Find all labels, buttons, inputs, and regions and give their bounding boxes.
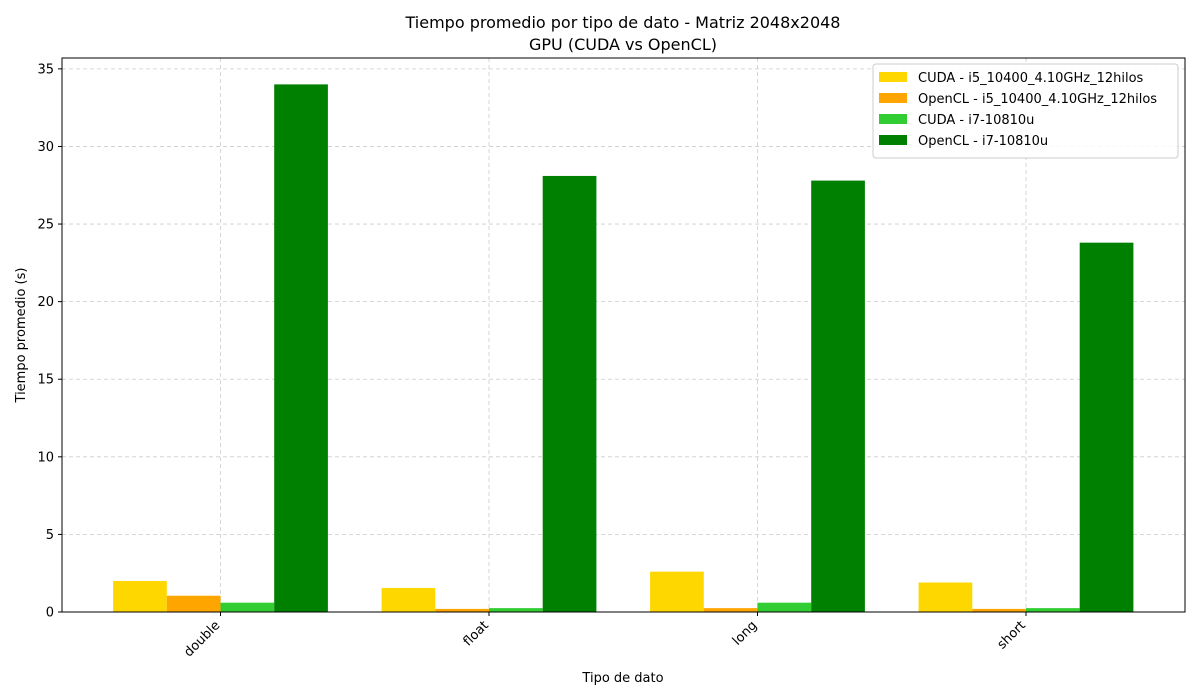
- x-axis-label: Tipo de dato: [581, 671, 663, 686]
- bar: [381, 587, 436, 612]
- bar: [1079, 242, 1134, 612]
- bar: [274, 84, 328, 612]
- legend-swatch: [879, 114, 907, 124]
- x-axis-ticks: double float long short: [181, 612, 1029, 660]
- bar: [757, 602, 812, 612]
- legend-swatch: [879, 135, 907, 145]
- legend-box: [872, 63, 1179, 159]
- y-tick-label: 15: [37, 373, 54, 388]
- bar: [1026, 608, 1080, 612]
- y-tick-label: 35: [37, 62, 54, 77]
- bar: [113, 580, 167, 612]
- bar: [435, 608, 489, 612]
- y-tick-label: 30: [37, 140, 54, 155]
- x-tick-label: float: [461, 618, 492, 649]
- y-tick-label: 5: [46, 528, 54, 543]
- chart-subtitle: GPU (CUDA vs OpenCL): [529, 35, 717, 54]
- y-tick-label: 10: [37, 450, 54, 465]
- plot-frame: [61, 57, 1186, 613]
- bar: [972, 608, 1026, 612]
- legend-label: OpenCL - i7-10810u: [918, 134, 1048, 149]
- y-tick-label: 25: [37, 218, 54, 233]
- bar: [703, 608, 758, 612]
- y-tick-label: 20: [37, 295, 54, 310]
- y-axis-ticks: 0 5 10 15 20 25 30 35: [37, 62, 62, 621]
- legend-swatch: [879, 72, 907, 82]
- bar: [811, 180, 865, 612]
- legend-label: CUDA - i7-10810u: [918, 113, 1034, 128]
- y-tick-label: 0: [46, 606, 54, 621]
- legend-label: CUDA - i5_10400_4.10GHz_12hilos: [918, 71, 1144, 86]
- y-axis-label: Tiempo promedio (s): [14, 268, 29, 404]
- bar: [489, 608, 543, 612]
- legend-label: OpenCL - i5_10400_4.10GHz_12hilos: [918, 92, 1157, 107]
- bar: [166, 595, 221, 612]
- chart-title: Tiempo promedio por tipo de dato - Matri…: [405, 13, 841, 32]
- bar: [650, 571, 704, 612]
- x-tick-label: long: [730, 618, 760, 648]
- bar: [918, 582, 973, 612]
- x-tick-label: short: [995, 618, 1029, 652]
- bars: [113, 84, 1134, 613]
- x-tick-label: double: [181, 618, 223, 660]
- legend-swatch: [879, 93, 907, 103]
- legend: CUDA - i5_10400_4.10GHz_12hilos OpenCL - …: [872, 63, 1179, 159]
- bar: [220, 602, 275, 612]
- bar: [542, 175, 597, 613]
